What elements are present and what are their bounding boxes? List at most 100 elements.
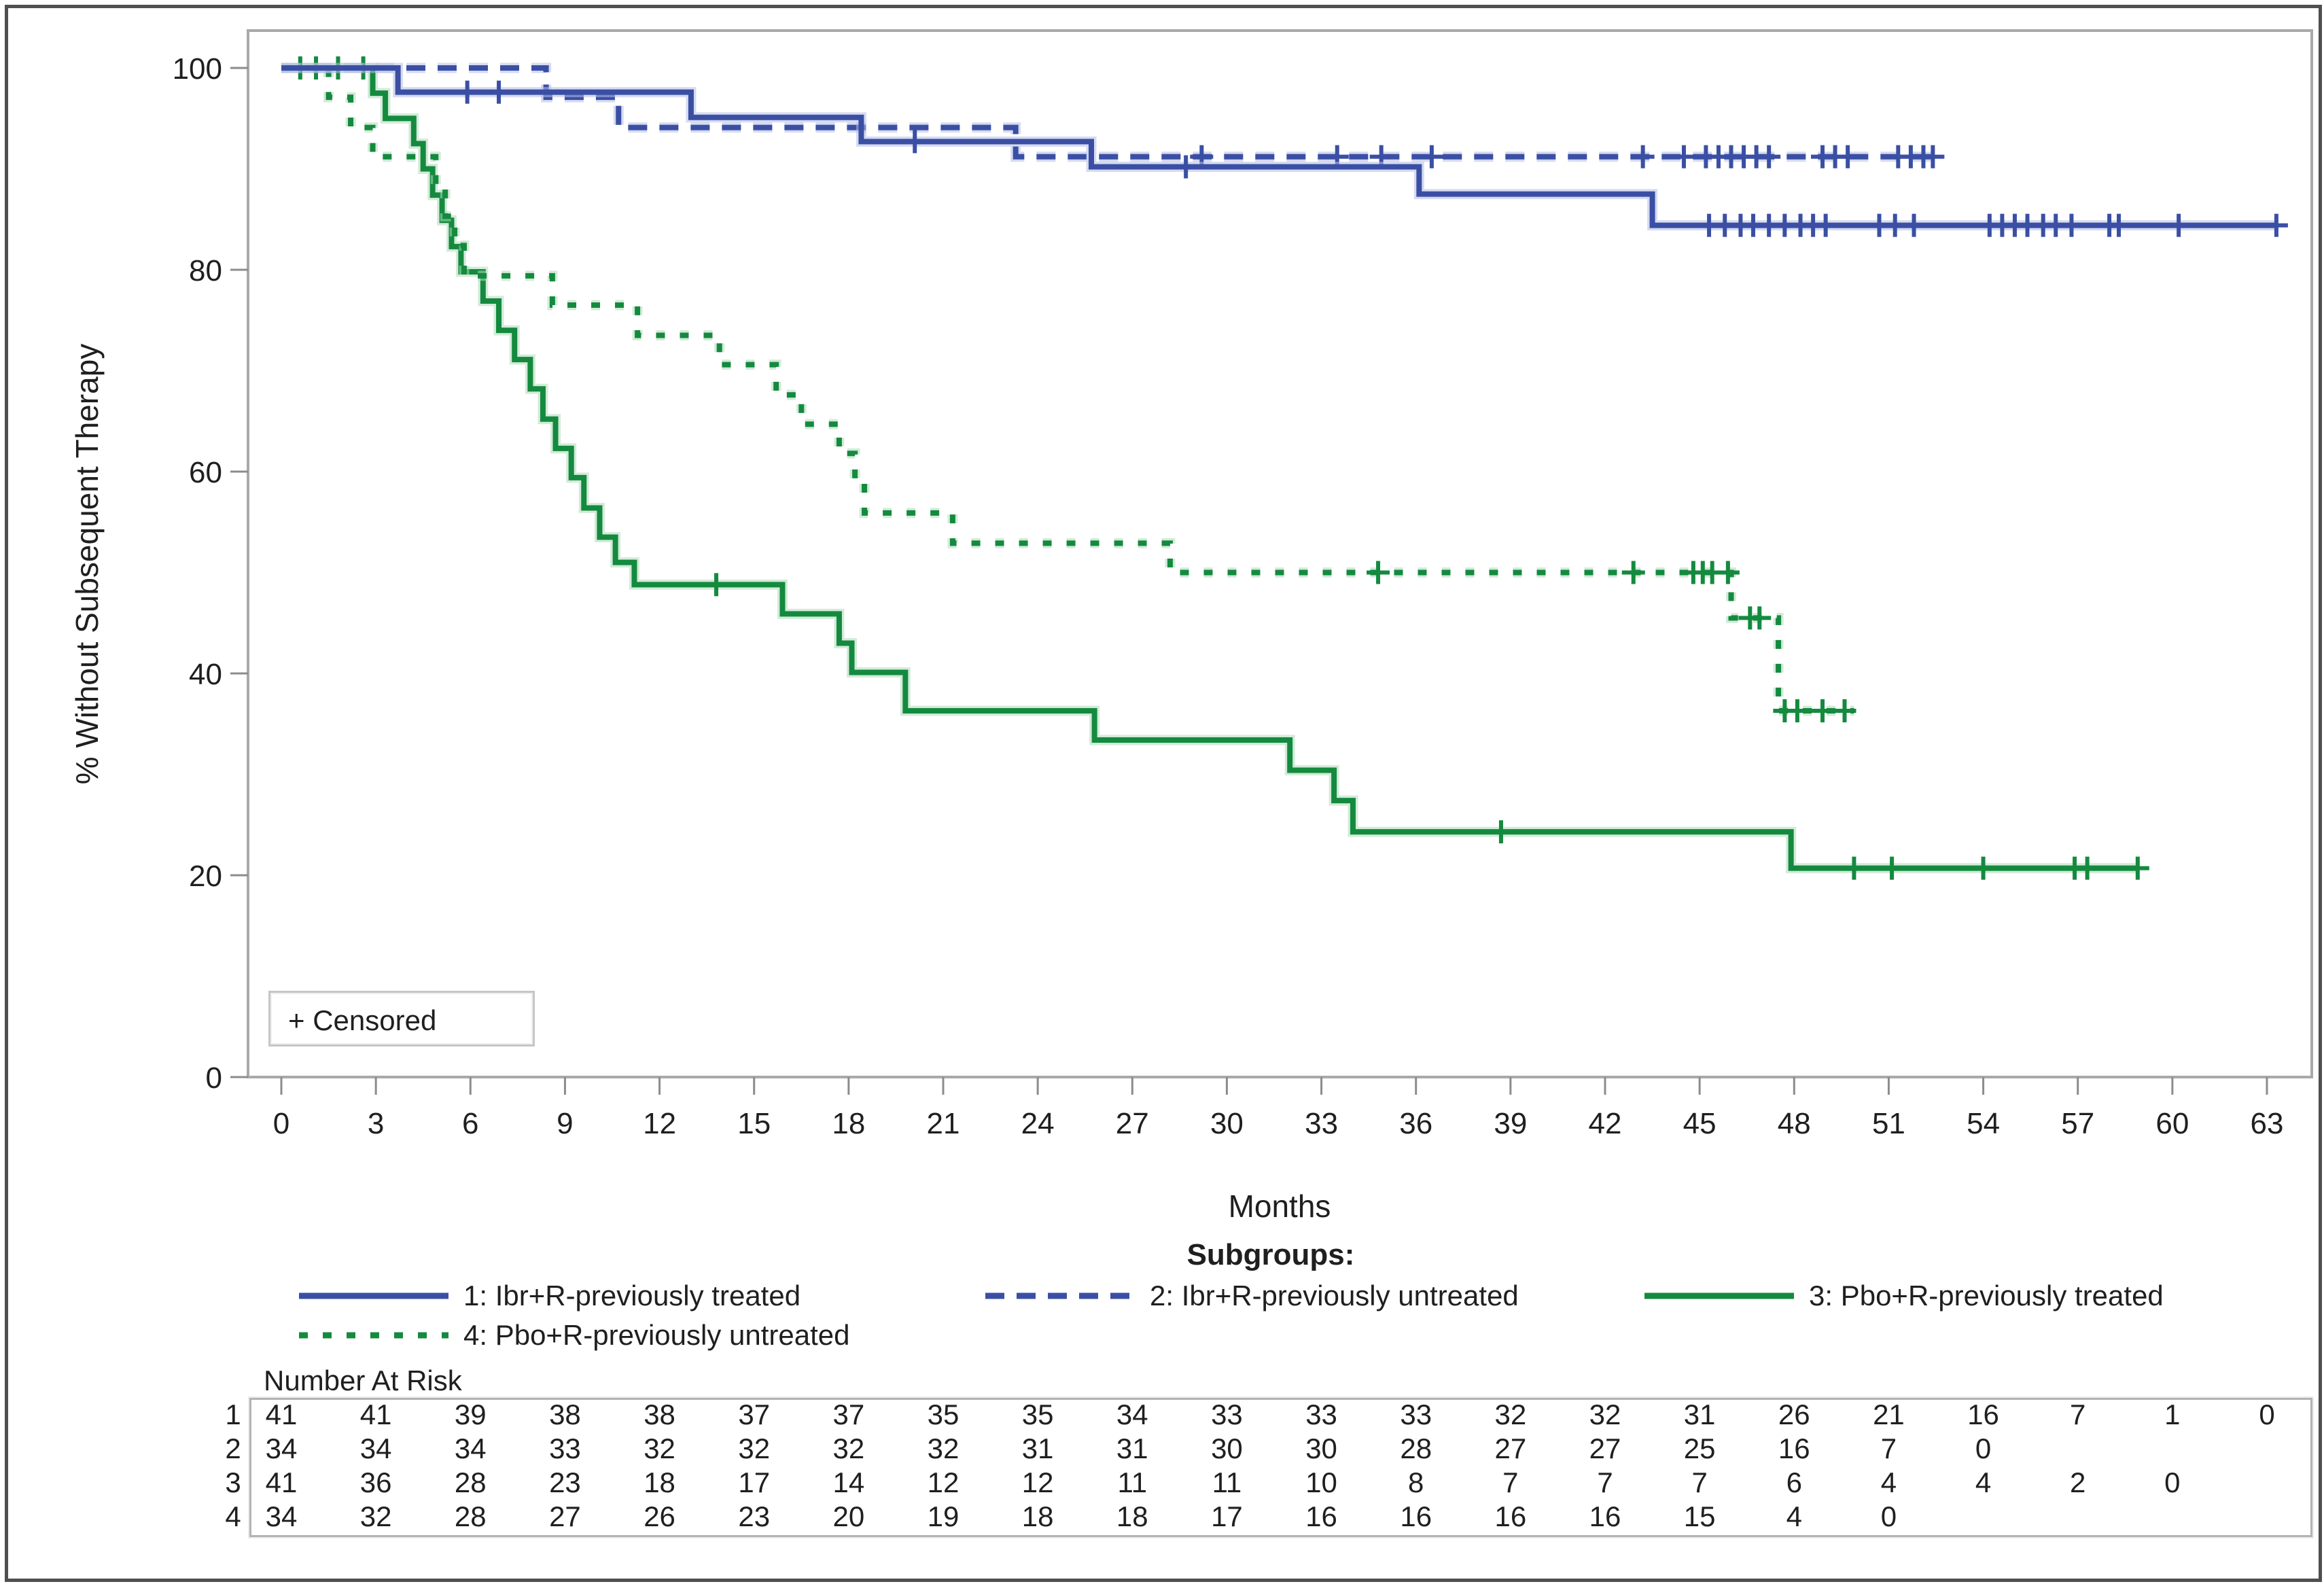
- nar-value: 28: [1400, 1432, 1432, 1464]
- nar-value: 33: [1305, 1398, 1337, 1430]
- censor-plus-mark: [1367, 561, 1390, 584]
- x-tick-label: 60: [2155, 1107, 2189, 1140]
- legend-label: 4: Pbo+R-previously untreated: [463, 1319, 850, 1351]
- censor-plus-mark: [1631, 145, 1655, 169]
- censor-plus-mark: [1748, 606, 1772, 630]
- censor-plus-mark: [1489, 820, 1513, 844]
- nar-value: 33: [1211, 1398, 1243, 1430]
- x-tick-label: 33: [1305, 1107, 1338, 1140]
- nar-value: 18: [1021, 1500, 1054, 1532]
- nar-value: 23: [738, 1500, 771, 1532]
- nar-row-id: 1: [225, 1398, 241, 1430]
- km-curve-halo: [281, 63, 1933, 162]
- nar-value: 19: [927, 1500, 959, 1532]
- nar-value: 14: [832, 1466, 865, 1498]
- nar-value: 38: [644, 1398, 675, 1430]
- legend-line-swatch: [1644, 1292, 1794, 1299]
- km-curve-group-3: [281, 63, 2138, 874]
- nar-value: 21: [1873, 1398, 1905, 1430]
- censor-plus-mark: [1716, 561, 1740, 584]
- nar-value: 25: [1683, 1432, 1716, 1464]
- number-at-risk-table-border: [249, 1398, 2312, 1537]
- nar-value: 27: [549, 1500, 581, 1532]
- nar-value: 34: [359, 1432, 392, 1464]
- nar-value: 27: [1494, 1432, 1527, 1464]
- nar-value: 30: [1305, 1432, 1337, 1464]
- legend-line-swatch: [985, 1292, 1135, 1299]
- nar-row-id: 2: [225, 1432, 241, 1464]
- nar-value: 7: [2070, 1398, 2086, 1430]
- censor-plus-mark: [1814, 213, 1837, 237]
- legend-label: 3: Pbo+R-previously treated: [1809, 1280, 2164, 1312]
- censor-marks-group-4: [1367, 561, 1856, 722]
- x-tick-label: 3: [368, 1107, 384, 1140]
- censor-plus-mark: [1757, 145, 1781, 169]
- nar-value: 16: [1400, 1500, 1432, 1532]
- legend-line-swatch: [299, 1332, 448, 1339]
- nar-value: 32: [832, 1432, 865, 1464]
- censor-plus-mark: [1842, 856, 1866, 880]
- censor-plus-mark: [1971, 856, 1995, 880]
- y-tick-label: 100: [173, 52, 222, 86]
- censor-plus-mark: [1833, 699, 1856, 722]
- legend-item-3: 3: Pbo+R-previously treated: [1644, 1280, 2164, 1312]
- km-curve: [281, 65, 1933, 160]
- nar-value: 31: [1116, 1432, 1148, 1464]
- nar-value: 16: [1494, 1500, 1527, 1532]
- x-tick-label: 24: [1021, 1107, 1055, 1140]
- nar-value: 7: [1502, 1466, 1519, 1498]
- censor-plus-mark: [2060, 213, 2083, 237]
- nar-value: 6: [1786, 1466, 1802, 1498]
- nar-value: 16: [1967, 1398, 1999, 1430]
- nar-value: 12: [927, 1466, 959, 1498]
- nar-value: 18: [1116, 1500, 1148, 1532]
- x-tick-label: 6: [462, 1107, 478, 1140]
- nar-value: 33: [1400, 1398, 1432, 1430]
- legend-label: 2: Ibr+R-previously untreated: [1150, 1280, 1519, 1312]
- x-tick-label: 21: [927, 1107, 960, 1140]
- y-axis-title: % Without Subsequent Therapy: [69, 343, 105, 785]
- legend-label: 1: Ibr+R-previously treated: [463, 1280, 801, 1312]
- nar-value: 26: [1778, 1398, 1810, 1430]
- nar-value: 17: [738, 1466, 771, 1498]
- x-axis-title: Months: [1228, 1189, 1331, 1224]
- nar-value: 16: [1305, 1500, 1337, 1532]
- x-tick-label: 54: [1967, 1107, 2000, 1140]
- censor-plus-mark: [1902, 213, 1926, 237]
- nar-value: 18: [644, 1466, 675, 1498]
- nar-value: 2: [2070, 1466, 2086, 1498]
- nar-value: 37: [832, 1398, 865, 1430]
- nar-value: 11: [1212, 1466, 1242, 1498]
- censor-plus-mark: [1621, 561, 1645, 584]
- nar-row-id: 3: [225, 1466, 241, 1498]
- nar-value: 41: [265, 1398, 298, 1430]
- figure-border: [5, 5, 2322, 1582]
- x-tick-label: 9: [557, 1107, 573, 1140]
- censor-plus-mark: [1836, 145, 1860, 169]
- x-tick-label: 48: [1778, 1107, 1811, 1140]
- y-tick-label: 40: [189, 658, 222, 691]
- nar-value: 39: [454, 1398, 487, 1430]
- nar-value: 26: [644, 1500, 675, 1532]
- nar-value: 16: [1589, 1500, 1621, 1532]
- nar-value: 23: [549, 1466, 581, 1498]
- x-tick-label: 12: [643, 1107, 676, 1140]
- nar-value: 31: [1683, 1398, 1716, 1430]
- nar-value: 12: [1021, 1466, 1054, 1498]
- km-curve: [281, 65, 2138, 871]
- censor-plus-mark: [1420, 145, 1443, 169]
- nar-value: 1: [2164, 1398, 2181, 1430]
- nar-value: 15: [1683, 1500, 1716, 1532]
- nar-value: 33: [549, 1432, 581, 1464]
- nar-value: 32: [359, 1500, 392, 1532]
- nar-value: 4: [1975, 1466, 1992, 1498]
- nar-value: 37: [738, 1398, 771, 1430]
- x-tick-label: 30: [1210, 1107, 1244, 1140]
- legend-item-4: 4: Pbo+R-previously untreated: [299, 1319, 850, 1351]
- censor-plus-mark: [1672, 145, 1695, 169]
- nar-value: 34: [1116, 1398, 1148, 1430]
- nar-value: 7: [1597, 1466, 1613, 1498]
- nar-value: 28: [454, 1466, 487, 1498]
- nar-value: 32: [927, 1432, 959, 1464]
- censor-plus-mark: [1811, 699, 1835, 722]
